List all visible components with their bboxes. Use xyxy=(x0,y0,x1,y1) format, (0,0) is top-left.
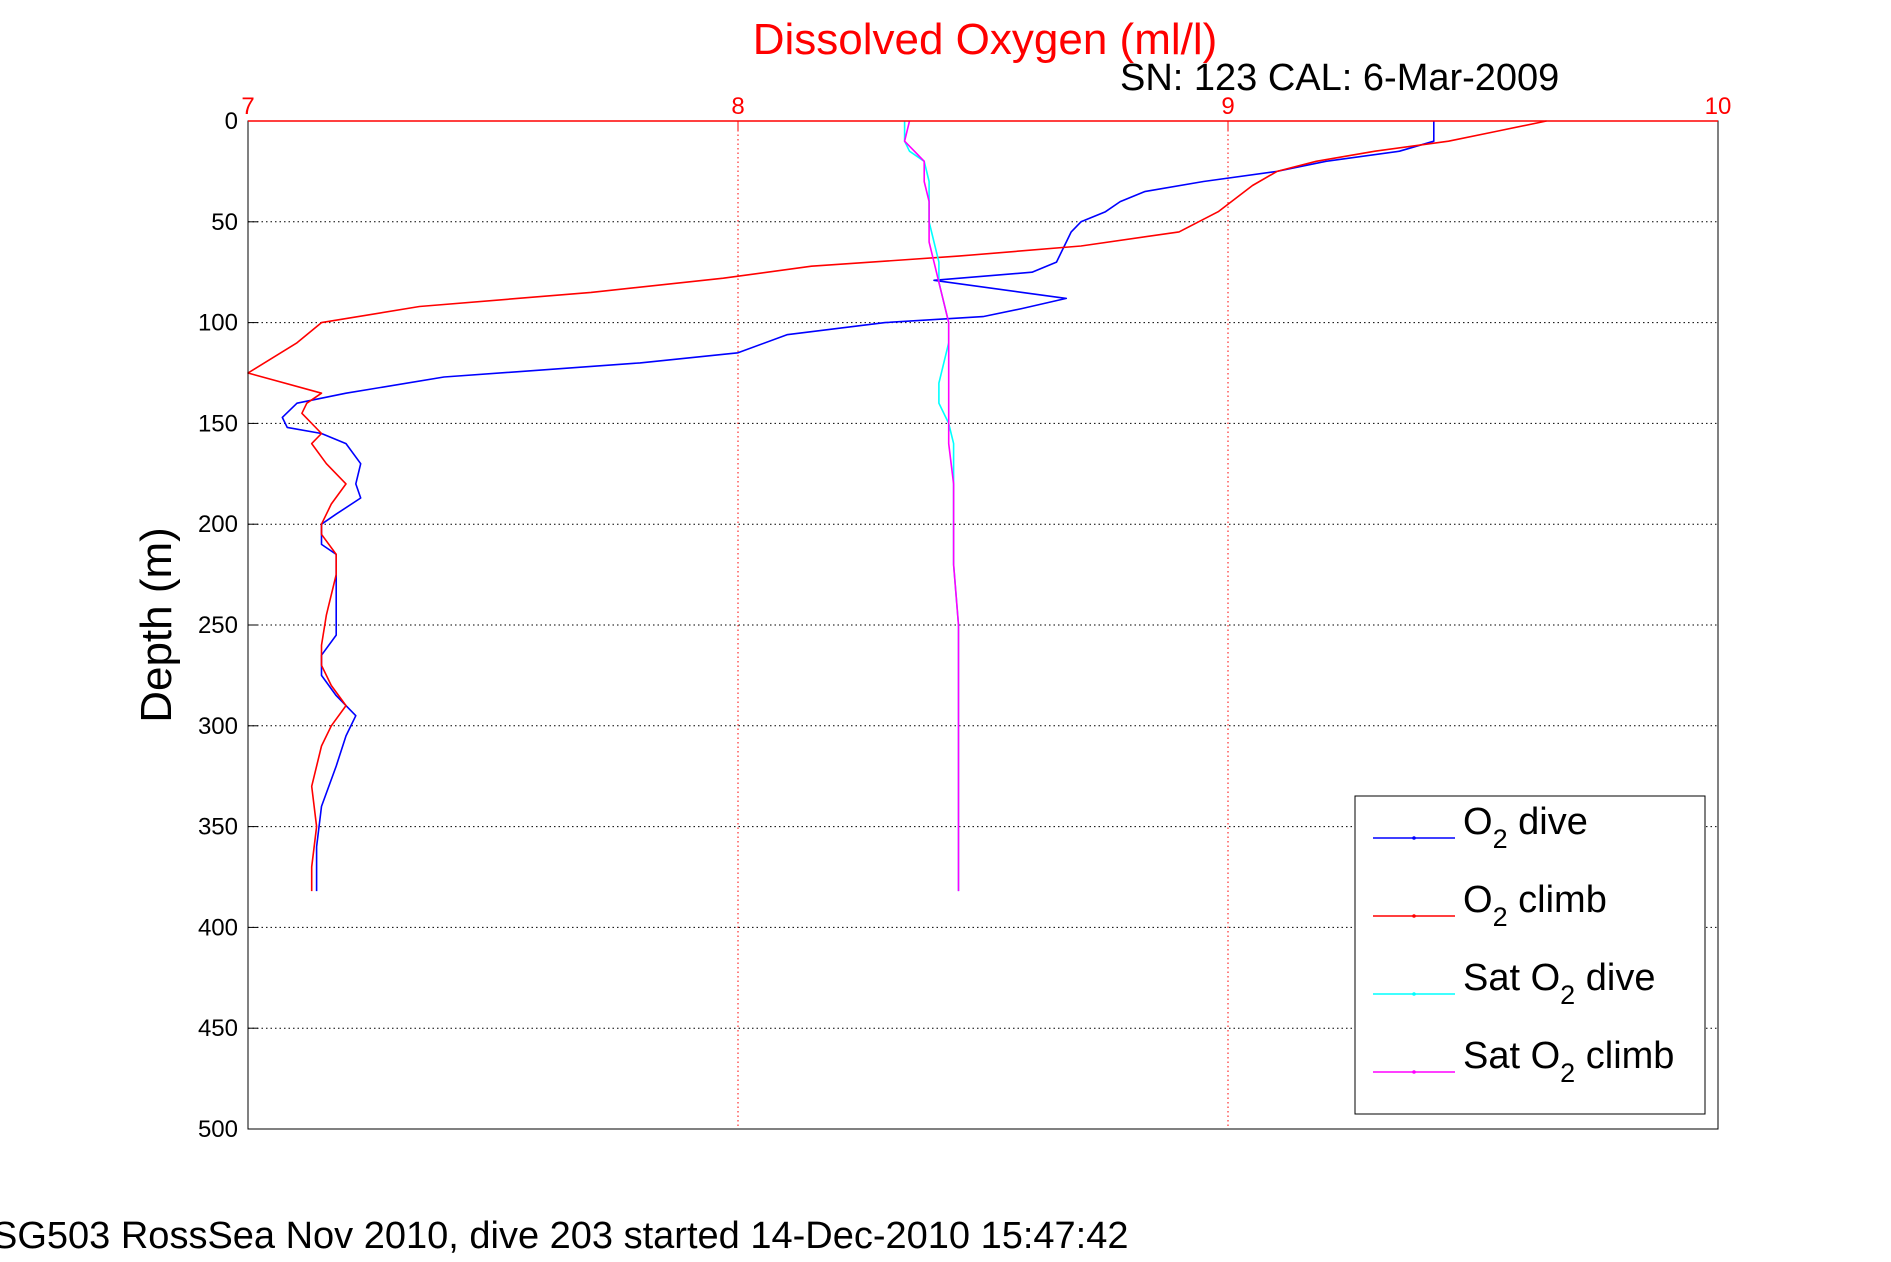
x-tick-label: 10 xyxy=(1705,93,1732,120)
legend-marker xyxy=(1412,914,1416,918)
y-tick-label: 500 xyxy=(198,1116,238,1143)
series-line-1 xyxy=(281,121,1435,892)
legend-box xyxy=(1354,795,1706,1115)
y-axis-label: Depth (m) xyxy=(132,527,181,723)
y-tick-label: 400 xyxy=(198,914,238,941)
legend-marker xyxy=(1412,1070,1416,1074)
series-line-2 xyxy=(247,120,1547,892)
legend-marker xyxy=(1412,992,1416,996)
y-tick-label: 450 xyxy=(198,1015,238,1042)
series-line-4 xyxy=(903,120,960,892)
x-tick-label: 8 xyxy=(731,93,744,120)
legend-label: O2 climb xyxy=(1463,879,1607,932)
legend-label: Sat O2 dive xyxy=(1463,957,1655,1010)
y-tick-label: 100 xyxy=(198,310,238,337)
y-tick-label: 300 xyxy=(198,713,238,740)
footer-caption: SG503 RossSea Nov 2010, dive 203 started… xyxy=(0,1215,1129,1257)
y-tick-label: 150 xyxy=(198,410,238,437)
y-tick-label: 0 xyxy=(225,108,238,135)
legend-label: O2 dive xyxy=(1463,801,1588,854)
legend-label: Sat O2 climb xyxy=(1463,1035,1674,1088)
x-tick-label: 7 xyxy=(241,93,254,120)
series-line-3 xyxy=(903,121,960,892)
y-tick-label: 50 xyxy=(211,209,238,236)
chart-subtitle: SN: 123 CAL: 6-Mar-2009 xyxy=(1120,57,1559,99)
y-tick-label: 250 xyxy=(198,612,238,639)
data-series xyxy=(247,120,1547,892)
y-tick-label: 200 xyxy=(198,511,238,538)
x-tick-label: 9 xyxy=(1221,93,1234,120)
legend: O2 dive O2 climb Sat O2 dive Sat O2 climb xyxy=(1354,795,1706,1115)
chart-title: Dissolved Oxygen (ml/l) xyxy=(753,15,1218,64)
y-tick-label: 350 xyxy=(198,814,238,841)
legend-marker xyxy=(1412,836,1416,840)
